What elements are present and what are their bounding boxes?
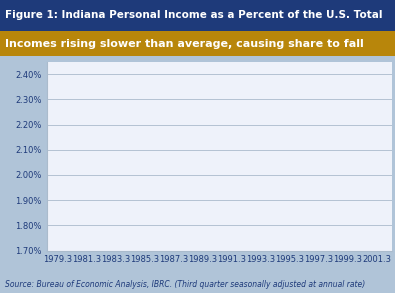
Text: Figure 1: Indiana Personal Income as a Percent of the U.S. Total: Figure 1: Indiana Personal Income as a P… [5, 10, 382, 21]
Text: Incomes rising slower than average, causing share to fall: Incomes rising slower than average, caus… [5, 38, 363, 49]
Text: Source: Bureau of Economic Analysis, IBRC. (Third quarter seasonally adjusted at: Source: Bureau of Economic Analysis, IBR… [5, 280, 365, 289]
